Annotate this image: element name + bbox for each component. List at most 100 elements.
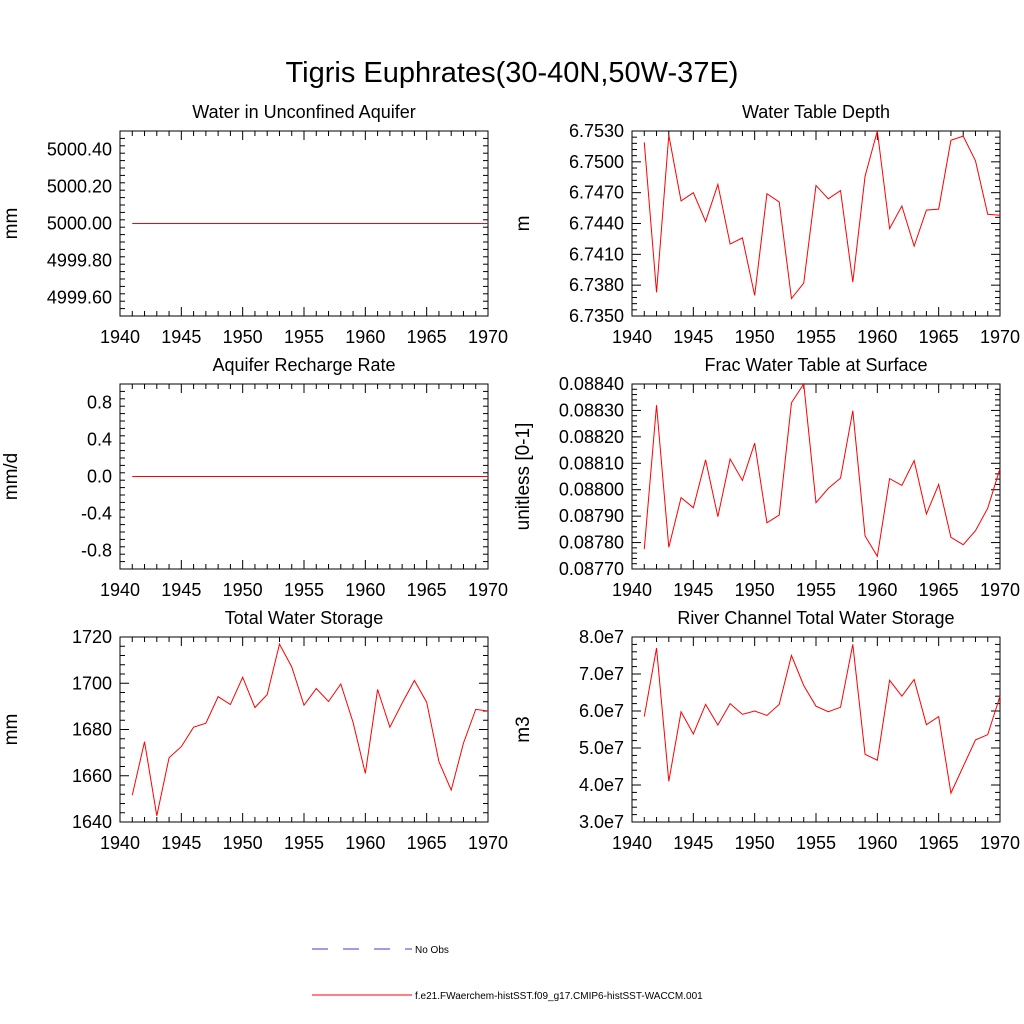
y-tick-label: 0.0 [87,467,112,487]
y-tick-label: 1640 [72,812,112,832]
y-tick-label: -0.8 [81,541,112,561]
x-tick-label: 1955 [284,580,324,600]
x-tick-label: 1945 [161,580,201,600]
y-tick-label: 6.0e7 [579,701,624,721]
y-tick-label: 6.7380 [569,275,624,295]
legend-model-label: f.e21.FWaerchem-histSST.f09_g17.CMIP6-hi… [415,991,703,1002]
y-tick-label: 7.0e7 [579,664,624,684]
series-line [643,382,1001,558]
figure-title: Tigris Euphrates(30-40N,50W-37E) [286,57,739,89]
y-tick-label: 8.0e7 [579,627,624,647]
panel-frame [631,383,1001,570]
x-tick-label: 1945 [673,580,713,600]
x-tick-label: 1960 [345,327,385,347]
x-tick-label: 1970 [468,833,508,853]
y-tick-label: 4999.60 [47,288,112,308]
x-tick-label: 1965 [407,327,447,347]
panel-title: River Channel Total Water Storage [677,608,954,628]
x-tick-label: 1950 [223,833,263,853]
series-line [643,130,1001,300]
panel-title: Frac Water Table at Surface [704,355,927,375]
y-tick-label: 1720 [72,627,112,647]
x-tick-label: 1965 [919,580,959,600]
x-tick-label: 1940 [100,327,140,347]
x-tick-label: 1960 [345,580,385,600]
panel-5: Total Water Storage mm 1940 1945 1950 1955 196… [1,608,508,853]
series-line [131,642,489,816]
panels-group: Water in Unconfined Aquifer mm 1940 1945 195… [1,102,1020,853]
y-tick-label: 0.08810 [559,453,624,473]
series-line [643,644,1001,795]
legend: No Obs f.e21.FWaerchem-histSST.f09_g17.C… [312,945,703,1002]
y-tick-label: 0.4 [87,430,112,450]
x-tick-label: 1970 [980,327,1020,347]
x-tick-label: 1960 [345,833,385,853]
panel-title: Aquifer Recharge Rate [212,355,395,375]
panel-frame [631,130,1001,317]
y-tick-label: 6.7500 [569,152,624,172]
y-tick-label: 6.7350 [569,306,624,326]
x-tick-label: 1940 [612,327,652,347]
x-tick-label: 1970 [468,580,508,600]
y-tick-label: 4999.80 [47,251,112,271]
y-tick-label: 0.08780 [559,533,624,553]
x-tick-label: 1960 [857,580,897,600]
x-tick-label: 1955 [796,833,836,853]
y-axis-label: mm [1,714,22,746]
x-tick-label: 1970 [980,580,1020,600]
x-tick-label: 1955 [796,327,836,347]
x-tick-label: 1940 [612,833,652,853]
x-tick-label: 1945 [673,833,713,853]
y-axis-label: unitless [0-1] [513,423,534,531]
y-tick-label: 6.7440 [569,214,624,234]
x-tick-label: 1945 [673,327,713,347]
x-tick-label: 1950 [735,833,775,853]
y-tick-label: 0.08840 [559,374,624,394]
x-tick-label: 1945 [161,833,201,853]
x-tick-label: 1950 [223,327,263,347]
panel-3: Aquifer Recharge Rate mm/d 1940 1945 1950 195… [1,355,508,600]
x-tick-label: 1940 [100,833,140,853]
x-tick-label: 1965 [407,580,447,600]
panel-title: Total Water Storage [225,608,383,628]
x-tick-label: 1955 [284,327,324,347]
x-tick-label: 1965 [919,327,959,347]
x-tick-label: 1960 [857,833,897,853]
x-tick-label: 1940 [612,580,652,600]
y-tick-label: 0.08820 [559,427,624,447]
y-tick-label: 6.7530 [569,121,624,141]
y-axis-label: mm/d [1,453,22,501]
x-tick-label: 1950 [223,580,263,600]
panel-6: River Channel Total Water Storage m3 1940 1… [513,608,1020,853]
y-tick-label: 0.8 [87,393,112,413]
x-tick-label: 1955 [284,833,324,853]
panel-frame [631,636,1001,823]
y-tick-label: 0.08790 [559,506,624,526]
x-tick-label: 1950 [735,580,775,600]
x-tick-label: 1970 [980,833,1020,853]
x-tick-label: 1950 [735,327,775,347]
panel-title: Water in Unconfined Aquifer [192,102,415,122]
y-tick-label: 1680 [72,720,112,740]
x-tick-label: 1965 [407,833,447,853]
y-tick-label: 1660 [72,766,112,786]
x-tick-label: 1955 [796,580,836,600]
y-tick-label: 0.08830 [559,400,624,420]
legend-obs-label: No Obs [415,945,449,956]
x-tick-label: 1945 [161,327,201,347]
y-tick-label: 5.0e7 [579,738,624,758]
y-tick-label: 1700 [72,673,112,693]
y-axis-label: m [513,216,534,232]
y-tick-label: 6.7470 [569,183,624,203]
panel-title: Water Table Depth [742,102,890,122]
y-tick-label: 5000.20 [47,177,112,197]
y-tick-label: 5000.40 [47,140,112,160]
y-tick-label: 5000.00 [47,214,112,234]
panel-4: Frac Water Table at Surface unitless [0-1… [513,355,1020,600]
panel-1: Water in Unconfined Aquifer mm 1940 1945 195… [1,102,508,347]
x-tick-label: 1970 [468,327,508,347]
panel-2: Water Table Depth m 1940 1945 1950 1955 1960 19… [513,102,1020,347]
x-tick-label: 1960 [857,327,897,347]
y-axis-label: m3 [513,716,534,742]
